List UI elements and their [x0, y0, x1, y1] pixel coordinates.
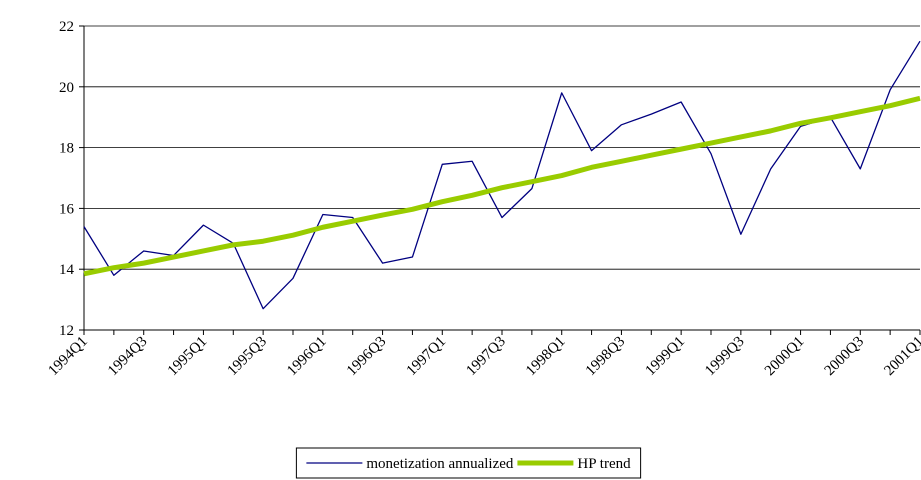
y-tick-label: 20: [59, 80, 74, 96]
x-tick-label: 1994Q3: [105, 334, 150, 379]
y-tick-label: 22: [59, 19, 74, 35]
line-series: [83, 95, 921, 277]
y-tick-label: 14: [59, 262, 75, 278]
line-series: [83, 40, 921, 310]
y-tick-label: 16: [59, 201, 75, 217]
y-tick-label: 18: [59, 141, 74, 157]
x-tick-label: 2000Q1: [762, 334, 807, 379]
x-tick-label: 1998Q3: [583, 334, 628, 379]
x-tick-label: 2000Q3: [822, 334, 867, 379]
x-tick-label: 1999Q3: [702, 334, 747, 379]
y-tick-label: 12: [59, 323, 74, 339]
x-tick-label: 2001Q1: [881, 334, 921, 379]
legend: monetization annualized HP trend: [295, 447, 642, 479]
x-tick-label: 1996Q1: [284, 334, 329, 379]
legend-label: HP trend: [577, 456, 631, 472]
x-tick-label: 1997Q3: [463, 334, 508, 379]
legend-label: monetization annualized: [366, 456, 514, 472]
x-tick-label: 1994Q1: [45, 334, 90, 379]
x-tick-label: 1995Q1: [165, 334, 210, 379]
x-tick-label: 1999Q1: [642, 334, 687, 379]
x-tick-label: 1995Q3: [224, 334, 269, 379]
x-tick-label: 1998Q1: [523, 334, 568, 379]
x-tick-label: 1996Q3: [344, 334, 389, 379]
x-tick-label: 1997Q1: [404, 334, 449, 379]
